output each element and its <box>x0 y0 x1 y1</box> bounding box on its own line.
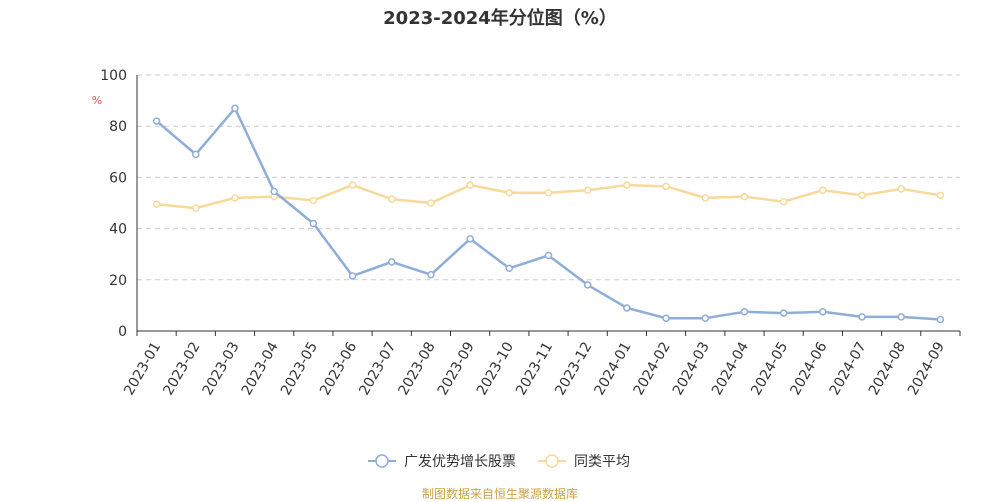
data-point-2-2024-01 <box>623 181 631 189</box>
legend-item-2[interactable]: 同类平均 <box>538 454 630 470</box>
data-point-1-2023-09 <box>466 235 474 243</box>
y-tick-label-60: 60 <box>109 170 127 186</box>
x-tick-label-2024-07: 2024-07 <box>827 339 870 398</box>
x-tick-label-2024-02: 2024-02 <box>631 339 674 398</box>
data-point-1-2023-03 <box>231 104 239 113</box>
series-line-1 <box>155 107 941 321</box>
data-point-1-2024-05 <box>779 309 788 317</box>
data-point-2-2023-01 <box>152 200 161 209</box>
x-tick-label-2024-09: 2024-09 <box>905 339 948 398</box>
data-point-2-2023-10 <box>505 189 514 197</box>
data-point-1-2023-12 <box>583 281 592 289</box>
data-point-2-2024-05 <box>779 197 788 206</box>
data-point-2-2023-03 <box>231 194 239 202</box>
x-tick-label-2023-10: 2023-10 <box>474 339 517 398</box>
data-point-1-2023-07 <box>387 258 396 266</box>
x-tick-label-2023-09: 2023-09 <box>435 339 478 398</box>
legend-label-1: 广发优势增长股票 <box>404 454 516 470</box>
legend[interactable]: 广发优势增长股票 同类平均 <box>368 454 630 470</box>
data-point-2-2024-06 <box>819 186 827 194</box>
series-layer <box>152 104 945 324</box>
x-tick-label-2023-07: 2023-07 <box>356 339 399 398</box>
x-tick-label-2023-04: 2023-04 <box>239 339 282 398</box>
legend-item-1[interactable]: 广发优势增长股票 <box>368 454 516 470</box>
x-tick-label-2023-02: 2023-02 <box>160 339 203 398</box>
y-tick-label-80: 80 <box>109 119 127 135</box>
y-axis-unit-label: % <box>92 94 102 107</box>
data-point-2-2023-12 <box>583 186 592 194</box>
x-tick-label-2023-05: 2023-05 <box>278 339 321 398</box>
x-tick-label-2023-03: 2023-03 <box>200 339 243 398</box>
data-point-1-2023-08 <box>427 270 435 279</box>
data-point-1-2024-01 <box>623 304 631 312</box>
data-point-2-2024-08 <box>897 185 905 193</box>
y-tick-label-0: 0 <box>118 324 127 340</box>
x-tick-label-2023-06: 2023-06 <box>317 339 360 398</box>
data-point-1-2023-06 <box>348 272 357 280</box>
data-point-2-2023-05 <box>309 196 318 205</box>
data-point-2-2023-11 <box>544 189 553 197</box>
x-tick-label-2024-03: 2024-03 <box>670 339 713 398</box>
data-point-1-2024-07 <box>858 313 866 321</box>
data-point-1-2023-01 <box>152 117 161 125</box>
data-point-1-2023-11 <box>544 251 553 260</box>
data-point-1-2024-04 <box>740 308 749 316</box>
legend-marker-1 <box>375 454 389 468</box>
legend-label-2: 同类平均 <box>574 454 630 470</box>
data-point-1-2024-09 <box>936 315 945 324</box>
x-tick-label-2023-12: 2023-12 <box>552 339 595 398</box>
data-point-1-2023-04 <box>270 187 278 196</box>
data-point-1-2024-03 <box>701 314 710 322</box>
x-tick-label-2023-08: 2023-08 <box>396 339 439 398</box>
data-point-2-2023-08 <box>427 199 435 207</box>
axis-layer: 0 20 40 60 80 100 2023-012023-022023-032023-04… <box>100 68 961 398</box>
x-tick-label-2023-01: 2023-01 <box>121 339 164 398</box>
data-point-1-2023-10 <box>505 264 514 273</box>
data-point-2-2023-06 <box>348 181 357 189</box>
y-tick-label-100: 100 <box>100 68 127 84</box>
data-point-1-2024-08 <box>897 313 905 321</box>
data-point-2-2024-04 <box>740 192 749 201</box>
x-tick-label-2024-06: 2024-06 <box>787 339 830 398</box>
data-point-2-2024-07 <box>858 191 866 200</box>
data-point-2-2023-09 <box>466 181 474 189</box>
series-1 <box>152 104 945 324</box>
data-point-2-2023-02 <box>192 204 200 212</box>
x-tick-label-2024-04: 2024-04 <box>709 339 752 398</box>
legend-marker-2 <box>545 454 559 468</box>
y-tick-label-20: 20 <box>109 273 127 289</box>
data-point-1-2023-05 <box>309 219 318 228</box>
data-point-2-2024-03 <box>701 194 710 202</box>
data-point-2-2023-07 <box>387 195 396 203</box>
source-note: 制图数据来自恒生聚源数据库 <box>421 487 578 501</box>
x-tick-label-2024-08: 2024-08 <box>866 339 909 398</box>
x-tick-label-2024-01: 2024-01 <box>591 339 634 398</box>
data-point-1-2024-06 <box>819 308 827 316</box>
x-tick-label-2023-11: 2023-11 <box>513 339 556 398</box>
grid-layer <box>137 74 960 281</box>
data-point-1-2023-02 <box>192 150 200 159</box>
data-point-2-2024-02 <box>662 182 670 191</box>
chart-title: 2023-2024年分位图（%） <box>383 8 617 29</box>
data-point-1-2024-02 <box>662 314 670 322</box>
y-tick-label-40: 40 <box>109 222 127 238</box>
series-2 <box>152 181 945 212</box>
x-tick-label-2024-05: 2024-05 <box>748 339 791 398</box>
data-point-2-2024-09 <box>936 191 945 200</box>
